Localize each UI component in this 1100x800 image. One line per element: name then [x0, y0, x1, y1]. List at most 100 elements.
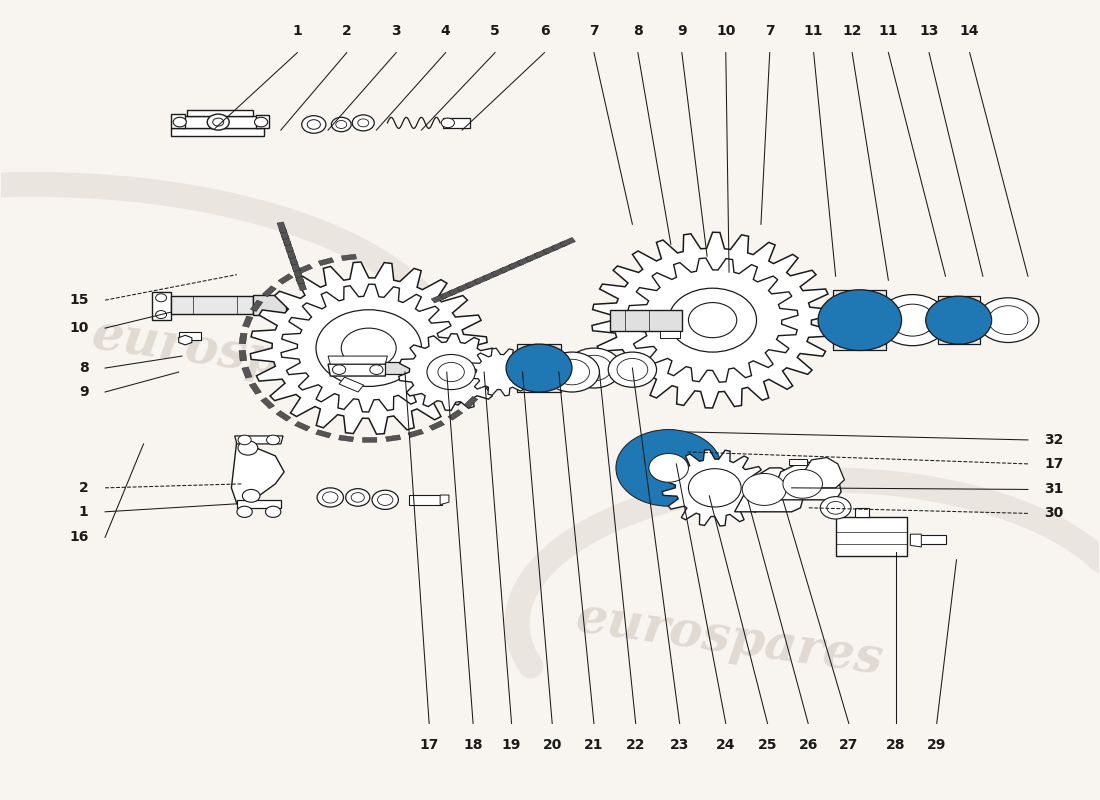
Polygon shape [339, 435, 354, 442]
Polygon shape [251, 262, 487, 434]
Text: 9: 9 [676, 24, 686, 38]
Text: 11: 11 [879, 24, 898, 38]
Text: 13: 13 [920, 24, 938, 38]
Polygon shape [341, 254, 356, 261]
Text: 8: 8 [632, 24, 642, 38]
Circle shape [566, 348, 621, 388]
Text: 16: 16 [69, 530, 89, 544]
Text: 7: 7 [590, 24, 598, 38]
Text: 28: 28 [887, 738, 905, 752]
Circle shape [345, 489, 370, 506]
Circle shape [238, 435, 251, 445]
Polygon shape [627, 258, 798, 382]
Polygon shape [239, 350, 246, 361]
Polygon shape [385, 435, 400, 442]
Polygon shape [456, 282, 473, 292]
Circle shape [821, 497, 851, 519]
Polygon shape [255, 115, 268, 129]
Polygon shape [242, 367, 252, 378]
Circle shape [649, 454, 689, 482]
Polygon shape [464, 397, 477, 408]
Polygon shape [449, 286, 464, 295]
Polygon shape [625, 436, 712, 499]
Bar [517, 344, 561, 392]
Polygon shape [234, 436, 283, 444]
Bar [409, 495, 442, 505]
Polygon shape [293, 266, 303, 278]
Circle shape [689, 302, 737, 338]
Text: 9: 9 [79, 385, 89, 399]
Polygon shape [468, 348, 534, 396]
Text: 17: 17 [1044, 457, 1064, 471]
Polygon shape [178, 335, 191, 345]
Circle shape [544, 352, 600, 392]
Bar [938, 296, 980, 344]
Polygon shape [251, 300, 263, 311]
Polygon shape [770, 462, 842, 500]
Polygon shape [297, 264, 312, 274]
Polygon shape [526, 252, 541, 262]
Circle shape [617, 358, 648, 381]
Text: 29: 29 [927, 738, 946, 752]
Circle shape [207, 114, 229, 130]
Circle shape [377, 494, 393, 506]
Polygon shape [483, 271, 498, 281]
Text: 2: 2 [79, 481, 89, 495]
Circle shape [978, 298, 1038, 342]
Polygon shape [239, 333, 248, 344]
Polygon shape [279, 228, 289, 239]
Circle shape [616, 430, 722, 506]
Circle shape [316, 310, 421, 386]
Text: 4: 4 [441, 24, 451, 38]
Bar [660, 330, 680, 338]
Circle shape [372, 490, 398, 510]
Circle shape [317, 488, 343, 507]
Circle shape [254, 118, 267, 127]
Polygon shape [231, 440, 284, 504]
Text: 22: 22 [626, 738, 646, 752]
Text: 25: 25 [758, 738, 778, 752]
Text: 15: 15 [69, 293, 89, 307]
Text: 26: 26 [799, 738, 818, 752]
Polygon shape [398, 334, 504, 410]
Polygon shape [448, 410, 463, 420]
Bar [856, 508, 869, 518]
Polygon shape [290, 260, 300, 271]
Polygon shape [440, 495, 449, 505]
Polygon shape [429, 421, 444, 430]
Bar [443, 118, 470, 128]
Circle shape [608, 352, 657, 387]
Circle shape [351, 493, 364, 502]
Bar [170, 296, 253, 314]
Polygon shape [328, 356, 387, 364]
Circle shape [878, 294, 948, 346]
Circle shape [827, 502, 845, 514]
Bar [834, 290, 887, 350]
Circle shape [358, 119, 368, 127]
Circle shape [554, 359, 590, 385]
Circle shape [926, 296, 991, 344]
Polygon shape [662, 450, 768, 526]
Bar [836, 518, 908, 556]
Circle shape [173, 118, 186, 127]
Text: 7: 7 [764, 24, 774, 38]
Polygon shape [276, 410, 292, 421]
Circle shape [155, 310, 166, 318]
Polygon shape [286, 247, 296, 258]
Text: 3: 3 [392, 24, 402, 38]
Polygon shape [440, 290, 455, 299]
Polygon shape [363, 438, 377, 442]
Circle shape [506, 344, 572, 392]
Polygon shape [535, 249, 550, 258]
Polygon shape [508, 260, 524, 270]
Polygon shape [277, 222, 287, 233]
Text: 19: 19 [502, 738, 521, 752]
Polygon shape [328, 364, 387, 376]
Bar [610, 310, 682, 330]
Circle shape [370, 365, 383, 374]
Polygon shape [474, 275, 490, 284]
Circle shape [689, 469, 741, 507]
Polygon shape [499, 264, 516, 273]
Circle shape [524, 361, 554, 383]
Circle shape [352, 115, 374, 131]
